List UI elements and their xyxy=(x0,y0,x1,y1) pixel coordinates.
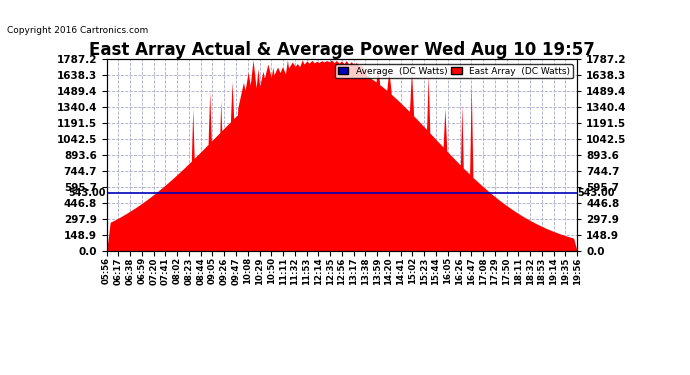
Text: 543.00: 543.00 xyxy=(68,188,106,198)
Title: East Array Actual & Average Power Wed Aug 10 19:57: East Array Actual & Average Power Wed Au… xyxy=(89,41,595,59)
Legend: Average  (DC Watts), East Array  (DC Watts): Average (DC Watts), East Array (DC Watts… xyxy=(335,64,573,78)
Text: Copyright 2016 Cartronics.com: Copyright 2016 Cartronics.com xyxy=(7,26,148,35)
Text: 543.00: 543.00 xyxy=(578,188,615,198)
